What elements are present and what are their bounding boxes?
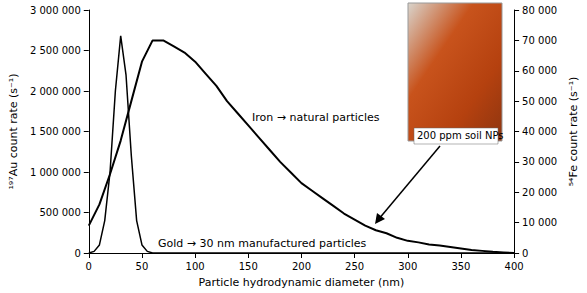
svg-text:2 500 000: 2 500 000: [30, 45, 81, 56]
svg-text:1 500 000: 1 500 000: [30, 126, 81, 137]
svg-text:20 000: 20 000: [522, 187, 557, 198]
svg-text:3 000 000: 3 000 000: [30, 5, 81, 16]
svg-text:350: 350: [451, 261, 470, 272]
svg-text:Particle hydrodynamic diameter: Particle hydrodynamic diameter (nm): [199, 276, 405, 289]
svg-text:Gold → 30 nm manufactured part: Gold → 30 nm manufactured particles: [158, 237, 367, 250]
svg-text:10 000: 10 000: [522, 217, 557, 228]
svg-text:0: 0: [74, 248, 80, 259]
svg-text:80 000: 80 000: [522, 5, 557, 16]
svg-text:400: 400: [505, 261, 524, 272]
svg-text:70 000: 70 000: [522, 35, 557, 46]
svg-text:100: 100: [186, 261, 205, 272]
svg-text:40 000: 40 000: [522, 126, 557, 137]
svg-text:2 000 000: 2 000 000: [30, 86, 81, 97]
svg-text:50 000: 50 000: [522, 96, 557, 107]
svg-text:0: 0: [522, 248, 528, 259]
svg-text:Iron → natural particles: Iron → natural particles: [252, 111, 380, 124]
svg-text:150: 150: [239, 261, 258, 272]
svg-text:60 000: 60 000: [522, 65, 557, 76]
svg-text:⁵⁴Fe count rate (s⁻¹): ⁵⁴Fe count rate (s⁻¹): [567, 77, 580, 187]
svg-text:1 000 000: 1 000 000: [30, 167, 81, 178]
svg-text:0: 0: [86, 261, 92, 272]
svg-text:500 000: 500 000: [39, 207, 80, 218]
svg-text:¹⁹⁷Au count rate (s⁻¹): ¹⁹⁷Au count rate (s⁻¹): [7, 73, 20, 189]
svg-text:200 ppm soil NPs: 200 ppm soil NPs: [417, 130, 504, 141]
svg-text:300: 300: [398, 261, 417, 272]
svg-text:250: 250: [345, 261, 364, 272]
svg-text:30 000: 30 000: [522, 156, 557, 167]
svg-text:50: 50: [136, 261, 149, 272]
svg-text:200: 200: [292, 261, 311, 272]
